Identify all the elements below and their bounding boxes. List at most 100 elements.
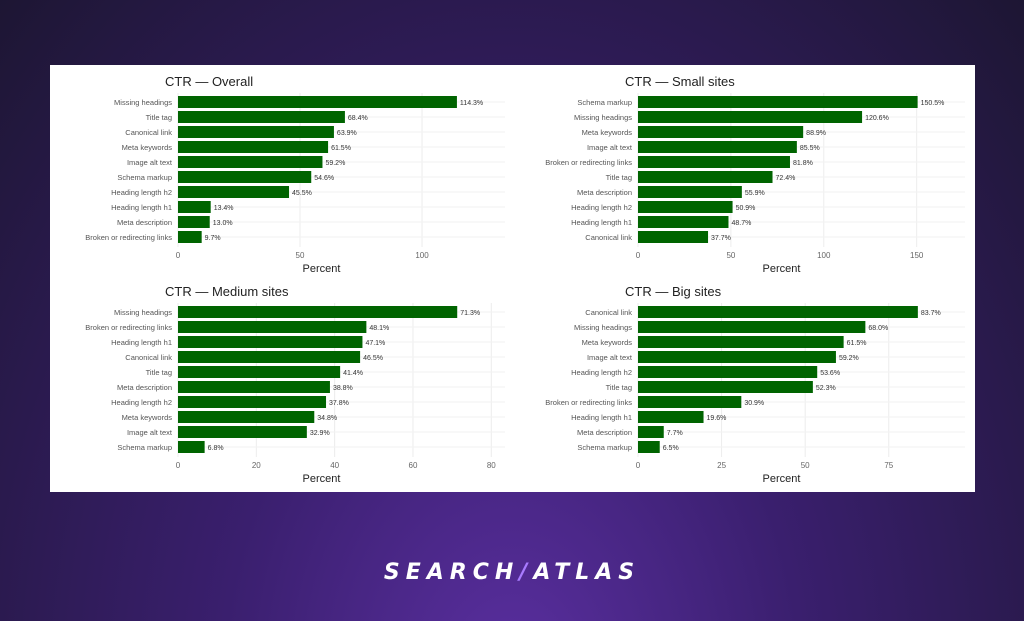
data-label: 52.3%	[816, 385, 836, 392]
data-label: 48.1%	[369, 325, 389, 332]
bar	[178, 201, 211, 213]
category-label: Canonical link	[585, 233, 632, 242]
charts-svg: CTR — Overall Missing headings 114.3% Title…	[85, 74, 965, 485]
category-label: Heading length h1	[111, 203, 172, 212]
data-label: 30.9%	[744, 400, 764, 407]
data-label: 53.6%	[820, 370, 840, 377]
tick-label: 100	[817, 251, 831, 260]
category-label: Meta keywords	[582, 338, 633, 347]
tick-label: 0	[636, 251, 641, 260]
bar	[638, 216, 729, 228]
category-label: Schema markup	[577, 443, 632, 452]
category-label: Broken or redirecting links	[85, 233, 172, 242]
logo-left: SEARCH	[383, 560, 520, 585]
bar	[178, 186, 290, 198]
data-label: 61.5%	[331, 145, 351, 152]
logo-right: ATLAS	[533, 560, 641, 585]
data-label: 32.9%	[310, 430, 330, 437]
bar	[638, 141, 797, 153]
data-label: 13.4%	[214, 205, 234, 212]
bar	[178, 441, 205, 453]
data-label: 68.4%	[348, 115, 368, 122]
bar	[638, 156, 790, 168]
data-label: 55.9%	[745, 190, 765, 197]
bar	[178, 336, 363, 348]
bar	[638, 396, 742, 408]
bar	[638, 186, 742, 198]
bar	[638, 381, 813, 393]
bar	[638, 306, 918, 318]
bar	[638, 441, 660, 453]
data-label: 37.8%	[329, 400, 349, 407]
data-label: 54.6%	[314, 175, 334, 182]
x-axis-label: Percent	[303, 473, 341, 485]
tick-label: 20	[252, 461, 261, 470]
bar	[178, 231, 202, 243]
data-label: 61.5%	[847, 340, 867, 347]
category-label: Broken or redirecting links	[85, 323, 172, 332]
category-label: Heading length h1	[571, 218, 632, 227]
bar	[638, 201, 733, 213]
category-label: Image alt text	[127, 158, 173, 167]
data-label: 45.5%	[292, 190, 312, 197]
bar	[178, 426, 307, 438]
category-label: Meta keywords	[582, 128, 633, 137]
data-label: 13.0%	[213, 220, 233, 227]
category-label: Meta keywords	[122, 143, 173, 152]
data-label: 114.3%	[460, 100, 483, 107]
tick-label: 50	[801, 461, 810, 470]
category-label: Canonical link	[125, 128, 172, 137]
data-label: 81.8%	[793, 160, 813, 167]
category-label: Title tag	[606, 173, 632, 182]
bar	[638, 411, 704, 423]
data-label: 48.7%	[731, 220, 751, 227]
category-label: Schema markup	[117, 173, 172, 182]
category-label: Schema markup	[117, 443, 172, 452]
tick-label: 100	[415, 251, 429, 260]
data-label: 46.5%	[363, 355, 383, 362]
data-label: 9.7%	[205, 235, 221, 242]
tick-label: 60	[409, 461, 418, 470]
tick-label: 80	[487, 461, 496, 470]
category-label: Missing headings	[114, 98, 172, 107]
charts-panel: CTR — Overall Missing headings 114.3% Title…	[50, 65, 975, 492]
tick-label: 50	[726, 251, 735, 260]
data-label: 72.4%	[776, 175, 796, 182]
category-label: Meta keywords	[122, 413, 173, 422]
chart-2: CTR — Medium sites Missing headings 71.3% B…	[85, 284, 505, 485]
data-label: 47.1%	[365, 340, 385, 347]
category-label: Missing headings	[114, 308, 172, 317]
category-label: Canonical link	[585, 308, 632, 317]
category-label: Heading length h2	[111, 398, 172, 407]
bar	[178, 216, 210, 228]
data-label: 85.5%	[800, 145, 820, 152]
bar	[178, 111, 345, 123]
bar	[178, 381, 330, 393]
bar	[178, 141, 329, 153]
bar	[638, 336, 844, 348]
bar	[638, 426, 664, 438]
bar	[638, 126, 804, 138]
bar	[178, 366, 341, 378]
tick-label: 150	[910, 251, 924, 260]
data-label: 71.3%	[460, 310, 480, 317]
chart-1: CTR — Small sites Schema markup 150.5% Miss…	[545, 74, 965, 275]
category-label: Title tag	[146, 368, 172, 377]
category-label: Title tag	[146, 113, 172, 122]
chart-0: CTR — Overall Missing headings 114.3% Title…	[85, 74, 505, 275]
category-label: Heading length h2	[111, 188, 172, 197]
bar	[638, 231, 709, 243]
bar	[638, 111, 863, 123]
category-label: Title tag	[606, 383, 632, 392]
data-label: 41.4%	[343, 370, 363, 377]
bar	[178, 156, 323, 168]
bar	[178, 351, 361, 363]
data-label: 59.2%	[325, 160, 345, 167]
data-label: 68.0%	[868, 325, 888, 332]
bar	[178, 171, 312, 183]
category-label: Missing headings	[574, 323, 632, 332]
x-axis-label: Percent	[303, 263, 341, 275]
bar	[638, 321, 866, 333]
data-label: 37.7%	[711, 235, 731, 242]
category-label: Heading length h2	[571, 368, 632, 377]
